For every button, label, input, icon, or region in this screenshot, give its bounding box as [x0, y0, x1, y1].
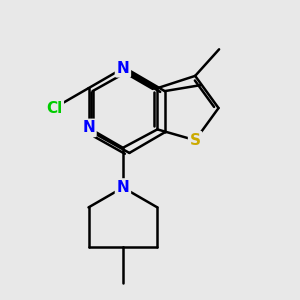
Text: N: N — [117, 180, 129, 195]
Text: S: S — [190, 133, 201, 148]
Text: Cl: Cl — [46, 100, 62, 116]
Text: N: N — [117, 61, 129, 76]
Text: N: N — [82, 120, 95, 135]
